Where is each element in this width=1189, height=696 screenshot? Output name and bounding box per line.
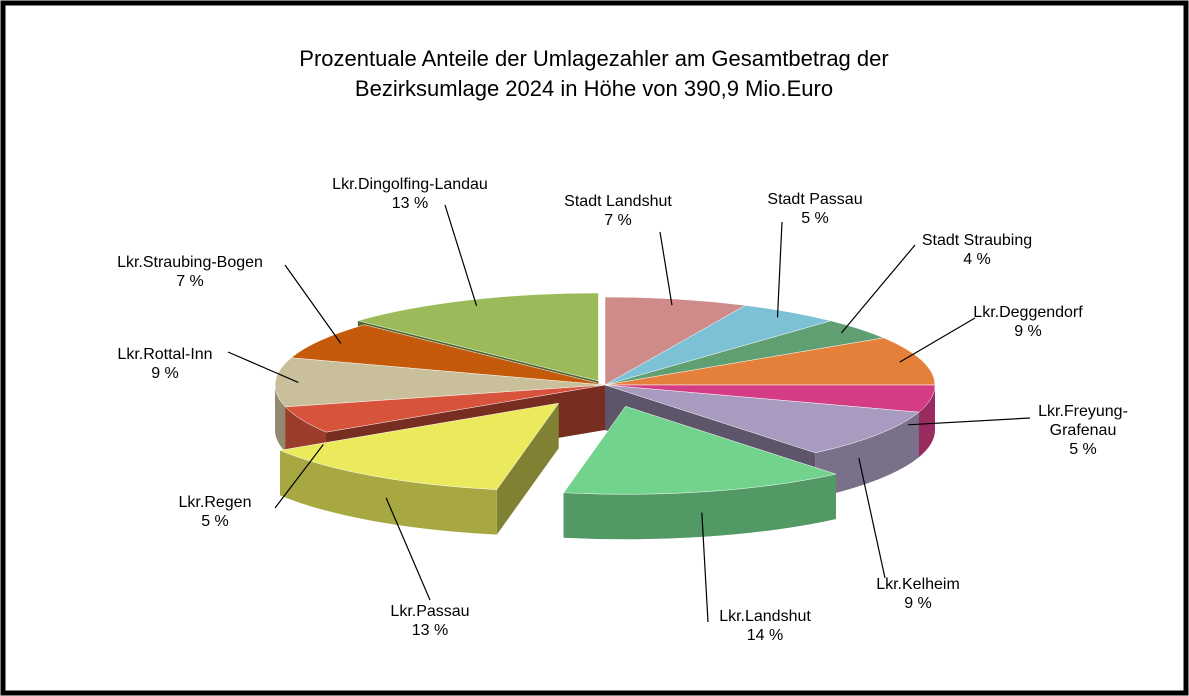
category-label: Lkr.Dingolfing-Landau bbox=[332, 176, 488, 193]
leader-line bbox=[899, 317, 976, 363]
value-label: 5 % bbox=[1069, 441, 1097, 458]
category-label: Lkr.Deggendorf bbox=[973, 304, 1083, 321]
slice-top bbox=[279, 402, 560, 490]
slice-top bbox=[284, 384, 606, 433]
data-label: Stadt Landshut 7 % bbox=[564, 192, 672, 230]
leader-line bbox=[284, 264, 342, 344]
leader-line bbox=[274, 444, 324, 509]
value-label: 5 % bbox=[801, 210, 829, 227]
category-label: Lkr.Landshut bbox=[719, 608, 811, 625]
data-label: Stadt Passau 5 % bbox=[767, 190, 862, 228]
value-label: 13 % bbox=[411, 622, 449, 639]
category-label: Lkr.Passau bbox=[390, 603, 470, 620]
data-label: Lkr.Landshut 14 % bbox=[719, 607, 811, 645]
leader-line bbox=[385, 497, 431, 601]
slice-top bbox=[356, 292, 599, 382]
leader-line bbox=[701, 512, 709, 623]
category-label: Lkr.Regen bbox=[178, 494, 252, 511]
category-label: Stadt Passau bbox=[767, 191, 863, 208]
leader-line bbox=[444, 204, 478, 307]
slice-top bbox=[604, 384, 920, 454]
category-label: Stadt Landshut bbox=[564, 193, 672, 210]
value-label: 9 % bbox=[151, 365, 179, 382]
value-label: 5 % bbox=[201, 513, 229, 530]
value-label: 9 % bbox=[1014, 323, 1042, 340]
data-label: Lkr.Passau 13 % bbox=[390, 602, 469, 640]
value-label: 13 % bbox=[391, 195, 429, 212]
leader-line bbox=[227, 351, 299, 383]
leader-line bbox=[908, 417, 1031, 426]
leader-line bbox=[841, 244, 916, 334]
category-label: Lkr.Straubing-Bogen bbox=[117, 254, 263, 271]
data-label: Lkr.Rottal-Inn 9 % bbox=[117, 345, 212, 383]
slice bbox=[563, 406, 837, 540]
slice-side bbox=[815, 412, 919, 498]
slice-top bbox=[274, 357, 606, 408]
slice-side bbox=[918, 385, 935, 458]
category-label: Lkr.Rottal-Inn bbox=[117, 346, 213, 363]
value-label: 9 % bbox=[904, 595, 932, 612]
leader-line bbox=[776, 221, 783, 318]
slice-top bbox=[604, 296, 747, 386]
slice-side bbox=[279, 450, 497, 535]
slice-side bbox=[563, 474, 836, 540]
chart-title: Prozentuale Anteile der Umlagezahler am … bbox=[299, 46, 889, 101]
data-label: Lkr.Regen 5 % bbox=[179, 493, 252, 531]
slice-side bbox=[275, 385, 286, 452]
data-label: Lkr.Kelheim 9 % bbox=[876, 575, 960, 613]
slice-top bbox=[604, 337, 936, 386]
value-label: 7 % bbox=[176, 273, 204, 290]
category-label: Lkr.Freyung-Grafenau bbox=[1038, 403, 1128, 439]
slice-top bbox=[563, 406, 837, 495]
slice-top bbox=[290, 324, 606, 386]
data-label: Lkr.Straubing-Bogen 7 % bbox=[117, 253, 263, 291]
value-label: 4 % bbox=[963, 251, 991, 268]
category-label: Lkr.Kelheim bbox=[876, 576, 960, 593]
data-label: Lkr.Dingolfing-Landau 13 % bbox=[332, 175, 488, 213]
data-label: Stadt Straubing 4 % bbox=[922, 231, 1032, 269]
value-label: 14 % bbox=[746, 627, 784, 644]
value-label: 7 % bbox=[604, 212, 632, 229]
data-label: Lkr.Freyung-Grafenau 5 % bbox=[1033, 402, 1133, 459]
category-label: Stadt Straubing bbox=[921, 232, 1033, 249]
slice bbox=[279, 402, 560, 535]
leader-line bbox=[858, 457, 886, 579]
leader-line bbox=[659, 231, 673, 306]
data-label: Lkr.Deggendorf 9 % bbox=[973, 303, 1082, 341]
